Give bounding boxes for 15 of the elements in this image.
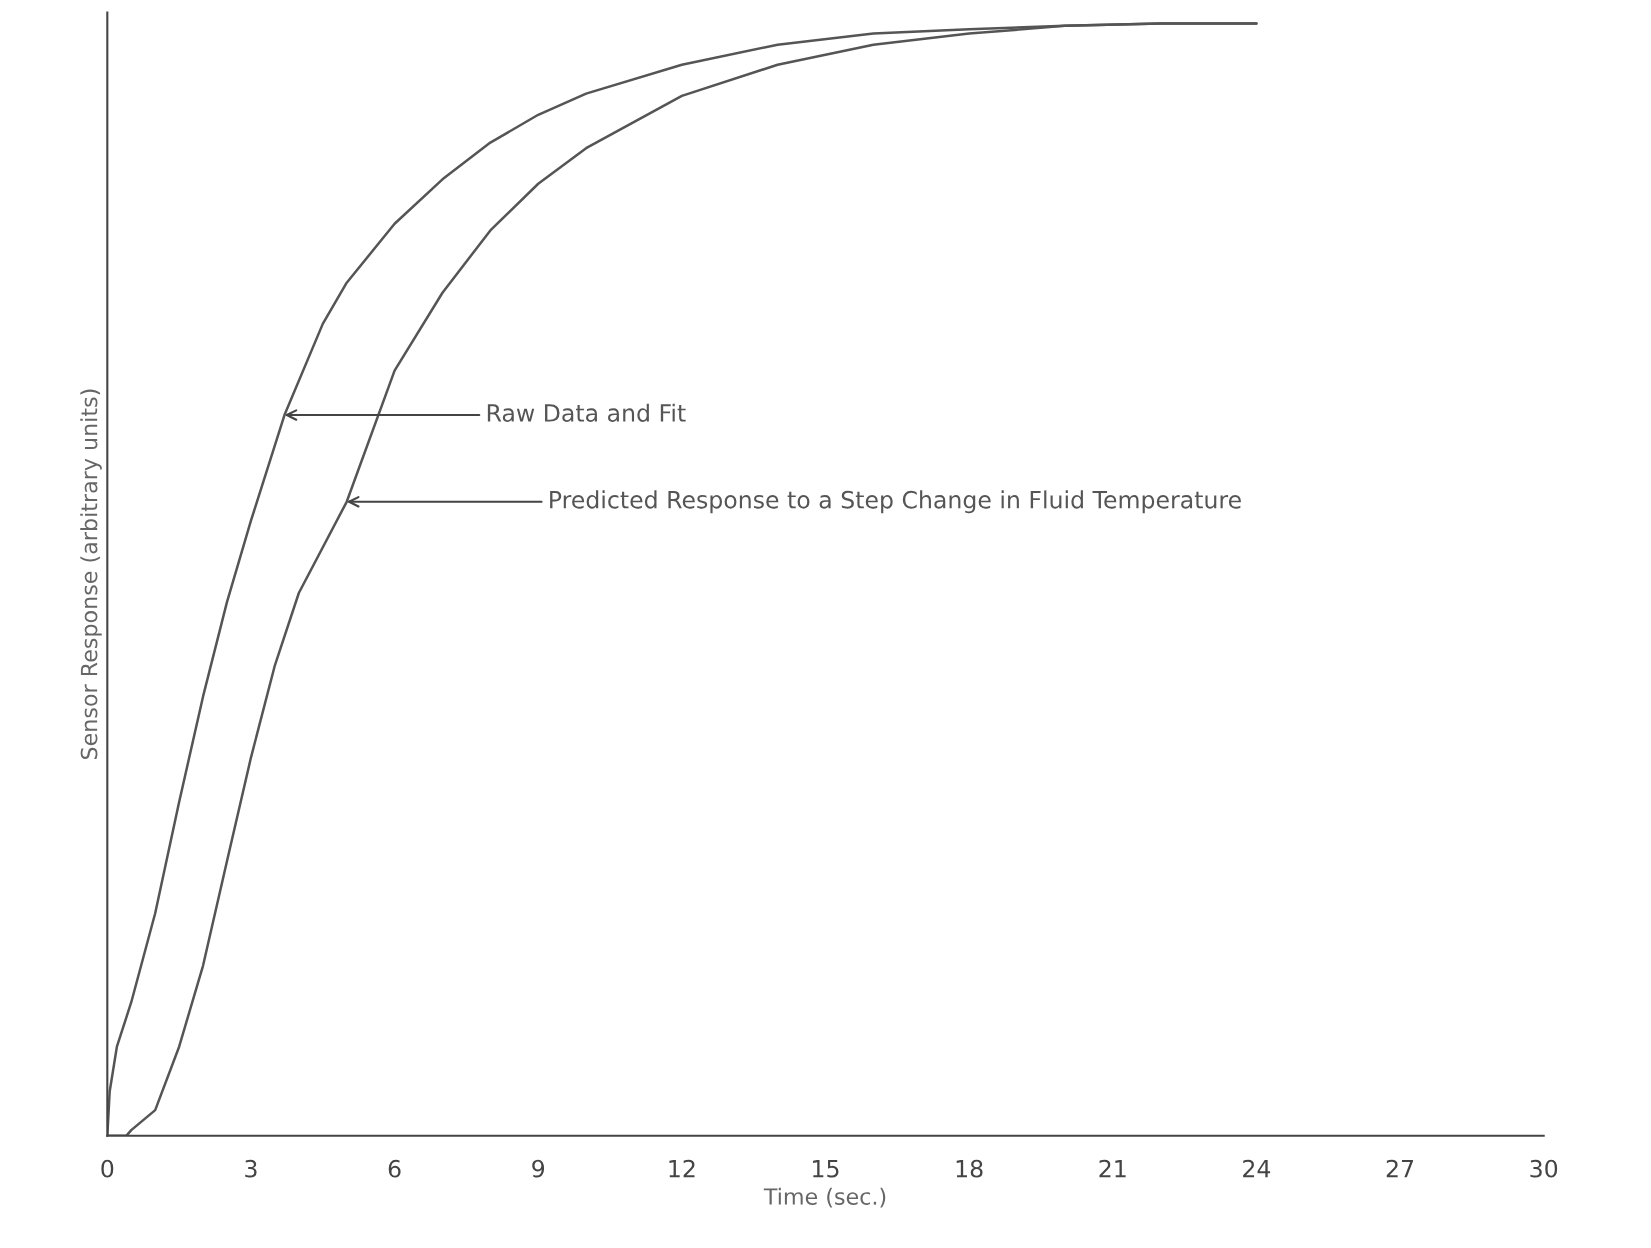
x-tick-label: 27 xyxy=(1386,1159,1414,1178)
x-tick-label: 15 xyxy=(813,1160,839,1178)
x-tick-label: 3 xyxy=(245,1159,257,1178)
annotation: Raw Data and Fit xyxy=(487,403,686,422)
x-tick-label: 9 xyxy=(532,1159,545,1178)
x-tick-label: 30 xyxy=(1530,1159,1558,1178)
x-tick-label: 6 xyxy=(388,1159,401,1178)
x-axis-title: Time (sec.) xyxy=(763,1187,886,1208)
x-tick-label: 18 xyxy=(956,1159,983,1178)
annotation: Predicted Response to a Step Change in Fluid Temperature xyxy=(550,490,1241,514)
x-tick-label: 0 xyxy=(101,1159,114,1178)
x-tick-label: 12 xyxy=(669,1159,695,1178)
x-tick-label: 24 xyxy=(1243,1159,1271,1178)
x-tick-label: 21 xyxy=(1099,1159,1126,1178)
y-axis-title: Sensor Response (arbitrary units) xyxy=(80,389,102,760)
